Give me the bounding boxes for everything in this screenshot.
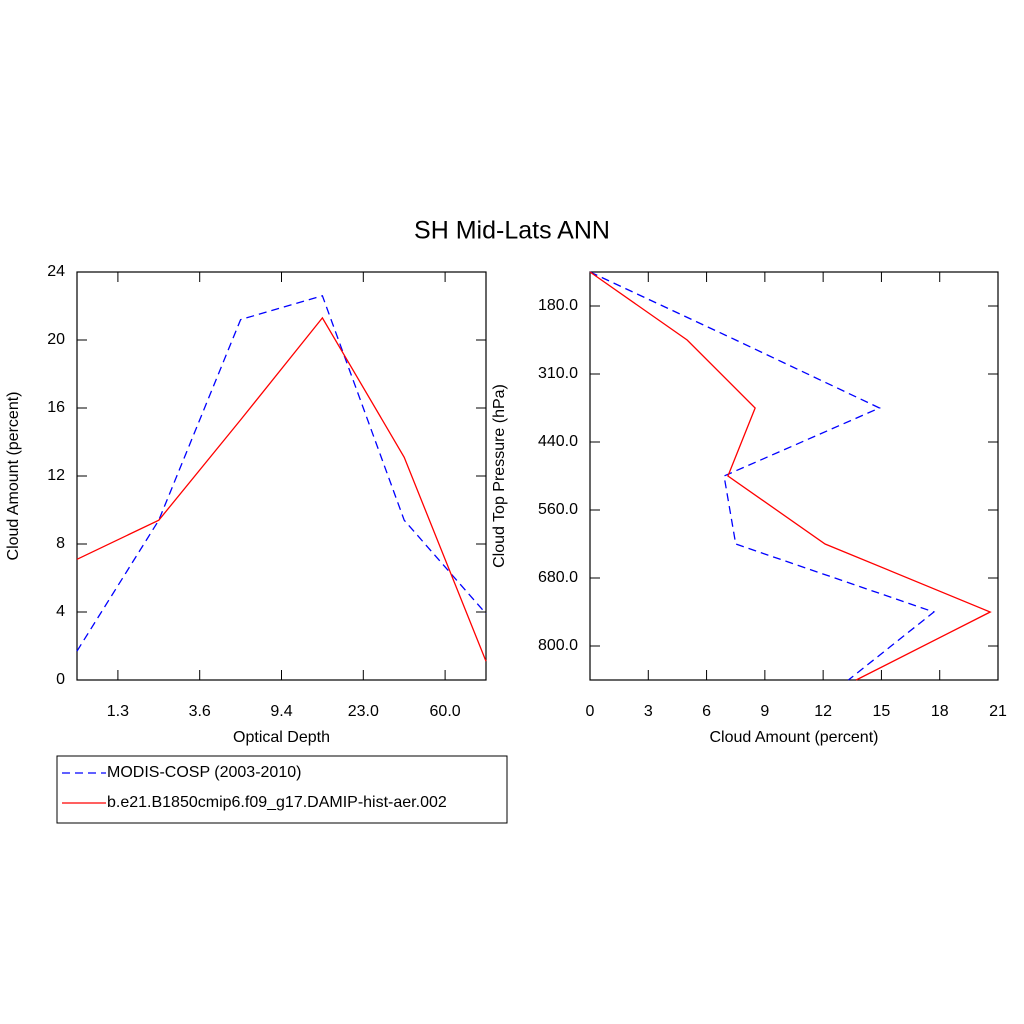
x-tick-label: 9: [760, 703, 769, 720]
x-tick-label: 3: [644, 703, 653, 720]
x-axis-label: Cloud Amount (percent): [710, 729, 879, 746]
x-tick-label: 3.6: [189, 703, 211, 720]
y-tick-label: 560.0: [538, 501, 578, 518]
y-tick-label: 8: [56, 535, 65, 552]
x-tick-label: 15: [873, 703, 891, 720]
plot-frame: [76, 271, 487, 681]
series-line: [589, 271, 936, 681]
y-tick-label: 12: [47, 467, 65, 484]
y-tick-label: 310.0: [538, 365, 578, 382]
plot-frame: [589, 271, 999, 681]
legend-label: b.e21.B1850cmip6.f09_g17.DAMIP-hist-aer.…: [107, 794, 447, 811]
y-axis-label: Cloud Top Pressure (hPa): [491, 384, 508, 568]
x-tick-label: 12: [814, 703, 832, 720]
x-tick-label: 23.0: [348, 703, 379, 720]
y-tick-label: 16: [47, 399, 65, 416]
y-tick-label: 800.0: [538, 637, 578, 654]
x-tick-label: 21: [989, 703, 1007, 720]
x-tick-label: 0: [586, 703, 595, 720]
y-tick-label: 180.0: [538, 297, 578, 314]
y-tick-label: 24: [47, 263, 65, 280]
y-tick-label: 680.0: [538, 569, 578, 586]
legend-box: [56, 755, 508, 824]
x-tick-label: 6: [702, 703, 711, 720]
x-tick-label: 18: [931, 703, 949, 720]
series-line: [76, 295, 487, 652]
title: SH Mid-Lats ANN: [414, 217, 610, 245]
y-tick-label: 4: [56, 603, 65, 620]
y-tick-label: 0: [56, 671, 65, 688]
series-line: [76, 316, 487, 662]
y-axis-label: Cloud Amount (percent): [5, 392, 22, 561]
y-tick-label: 20: [47, 331, 65, 348]
x-tick-label: 1.3: [107, 703, 129, 720]
legend-label: MODIS-COSP (2003-2010): [107, 764, 301, 781]
x-axis-label: Optical Depth: [233, 729, 330, 746]
y-tick-label: 440.0: [538, 433, 578, 450]
series-line: [589, 271, 992, 681]
x-tick-label: 60.0: [430, 703, 461, 720]
x-tick-label: 9.4: [270, 703, 292, 720]
